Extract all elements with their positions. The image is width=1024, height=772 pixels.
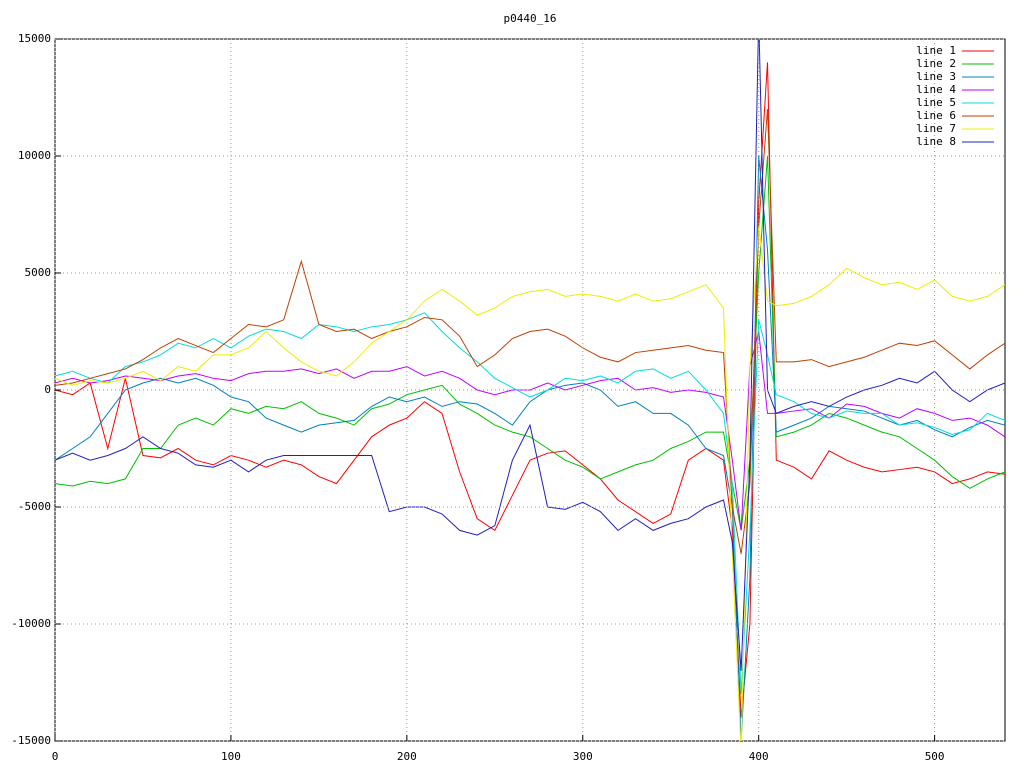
x-tick-label: 100 <box>221 750 241 763</box>
y-tick-label: 15000 <box>18 32 51 45</box>
legend-label: line 7 <box>916 122 956 135</box>
y-tick-label: -15000 <box>11 734 51 747</box>
legend-label: line 3 <box>916 70 956 83</box>
legend-label: line 8 <box>916 135 956 148</box>
legend-label: line 1 <box>916 44 956 57</box>
x-tick-label: 0 <box>52 750 59 763</box>
data-line <box>55 62 1005 718</box>
x-tick-label: 500 <box>925 750 945 763</box>
y-tick-label: 0 <box>44 383 51 396</box>
legend-label: line 5 <box>916 96 956 109</box>
data-line <box>55 39 1005 671</box>
data-line <box>55 109 1005 554</box>
y-tick-label: 5000 <box>25 266 52 279</box>
legend-label: line 4 <box>916 83 956 96</box>
x-tick-label: 400 <box>749 750 769 763</box>
y-tick-label: -10000 <box>11 617 51 630</box>
legend-label: line 6 <box>916 109 956 122</box>
x-tick-label: 200 <box>397 750 417 763</box>
x-tick-label: 300 <box>573 750 593 763</box>
data-line <box>55 226 1005 741</box>
plot-area <box>55 39 1005 741</box>
data-line <box>55 155 1005 531</box>
y-tick-label: -5000 <box>18 500 51 513</box>
legend-label: line 2 <box>916 57 956 70</box>
chart-title: p0440_16 <box>504 12 557 25</box>
data-line <box>55 155 1005 741</box>
y-tick-label: 10000 <box>18 149 51 162</box>
data-line <box>55 312 1005 695</box>
data-line <box>55 331 1005 531</box>
